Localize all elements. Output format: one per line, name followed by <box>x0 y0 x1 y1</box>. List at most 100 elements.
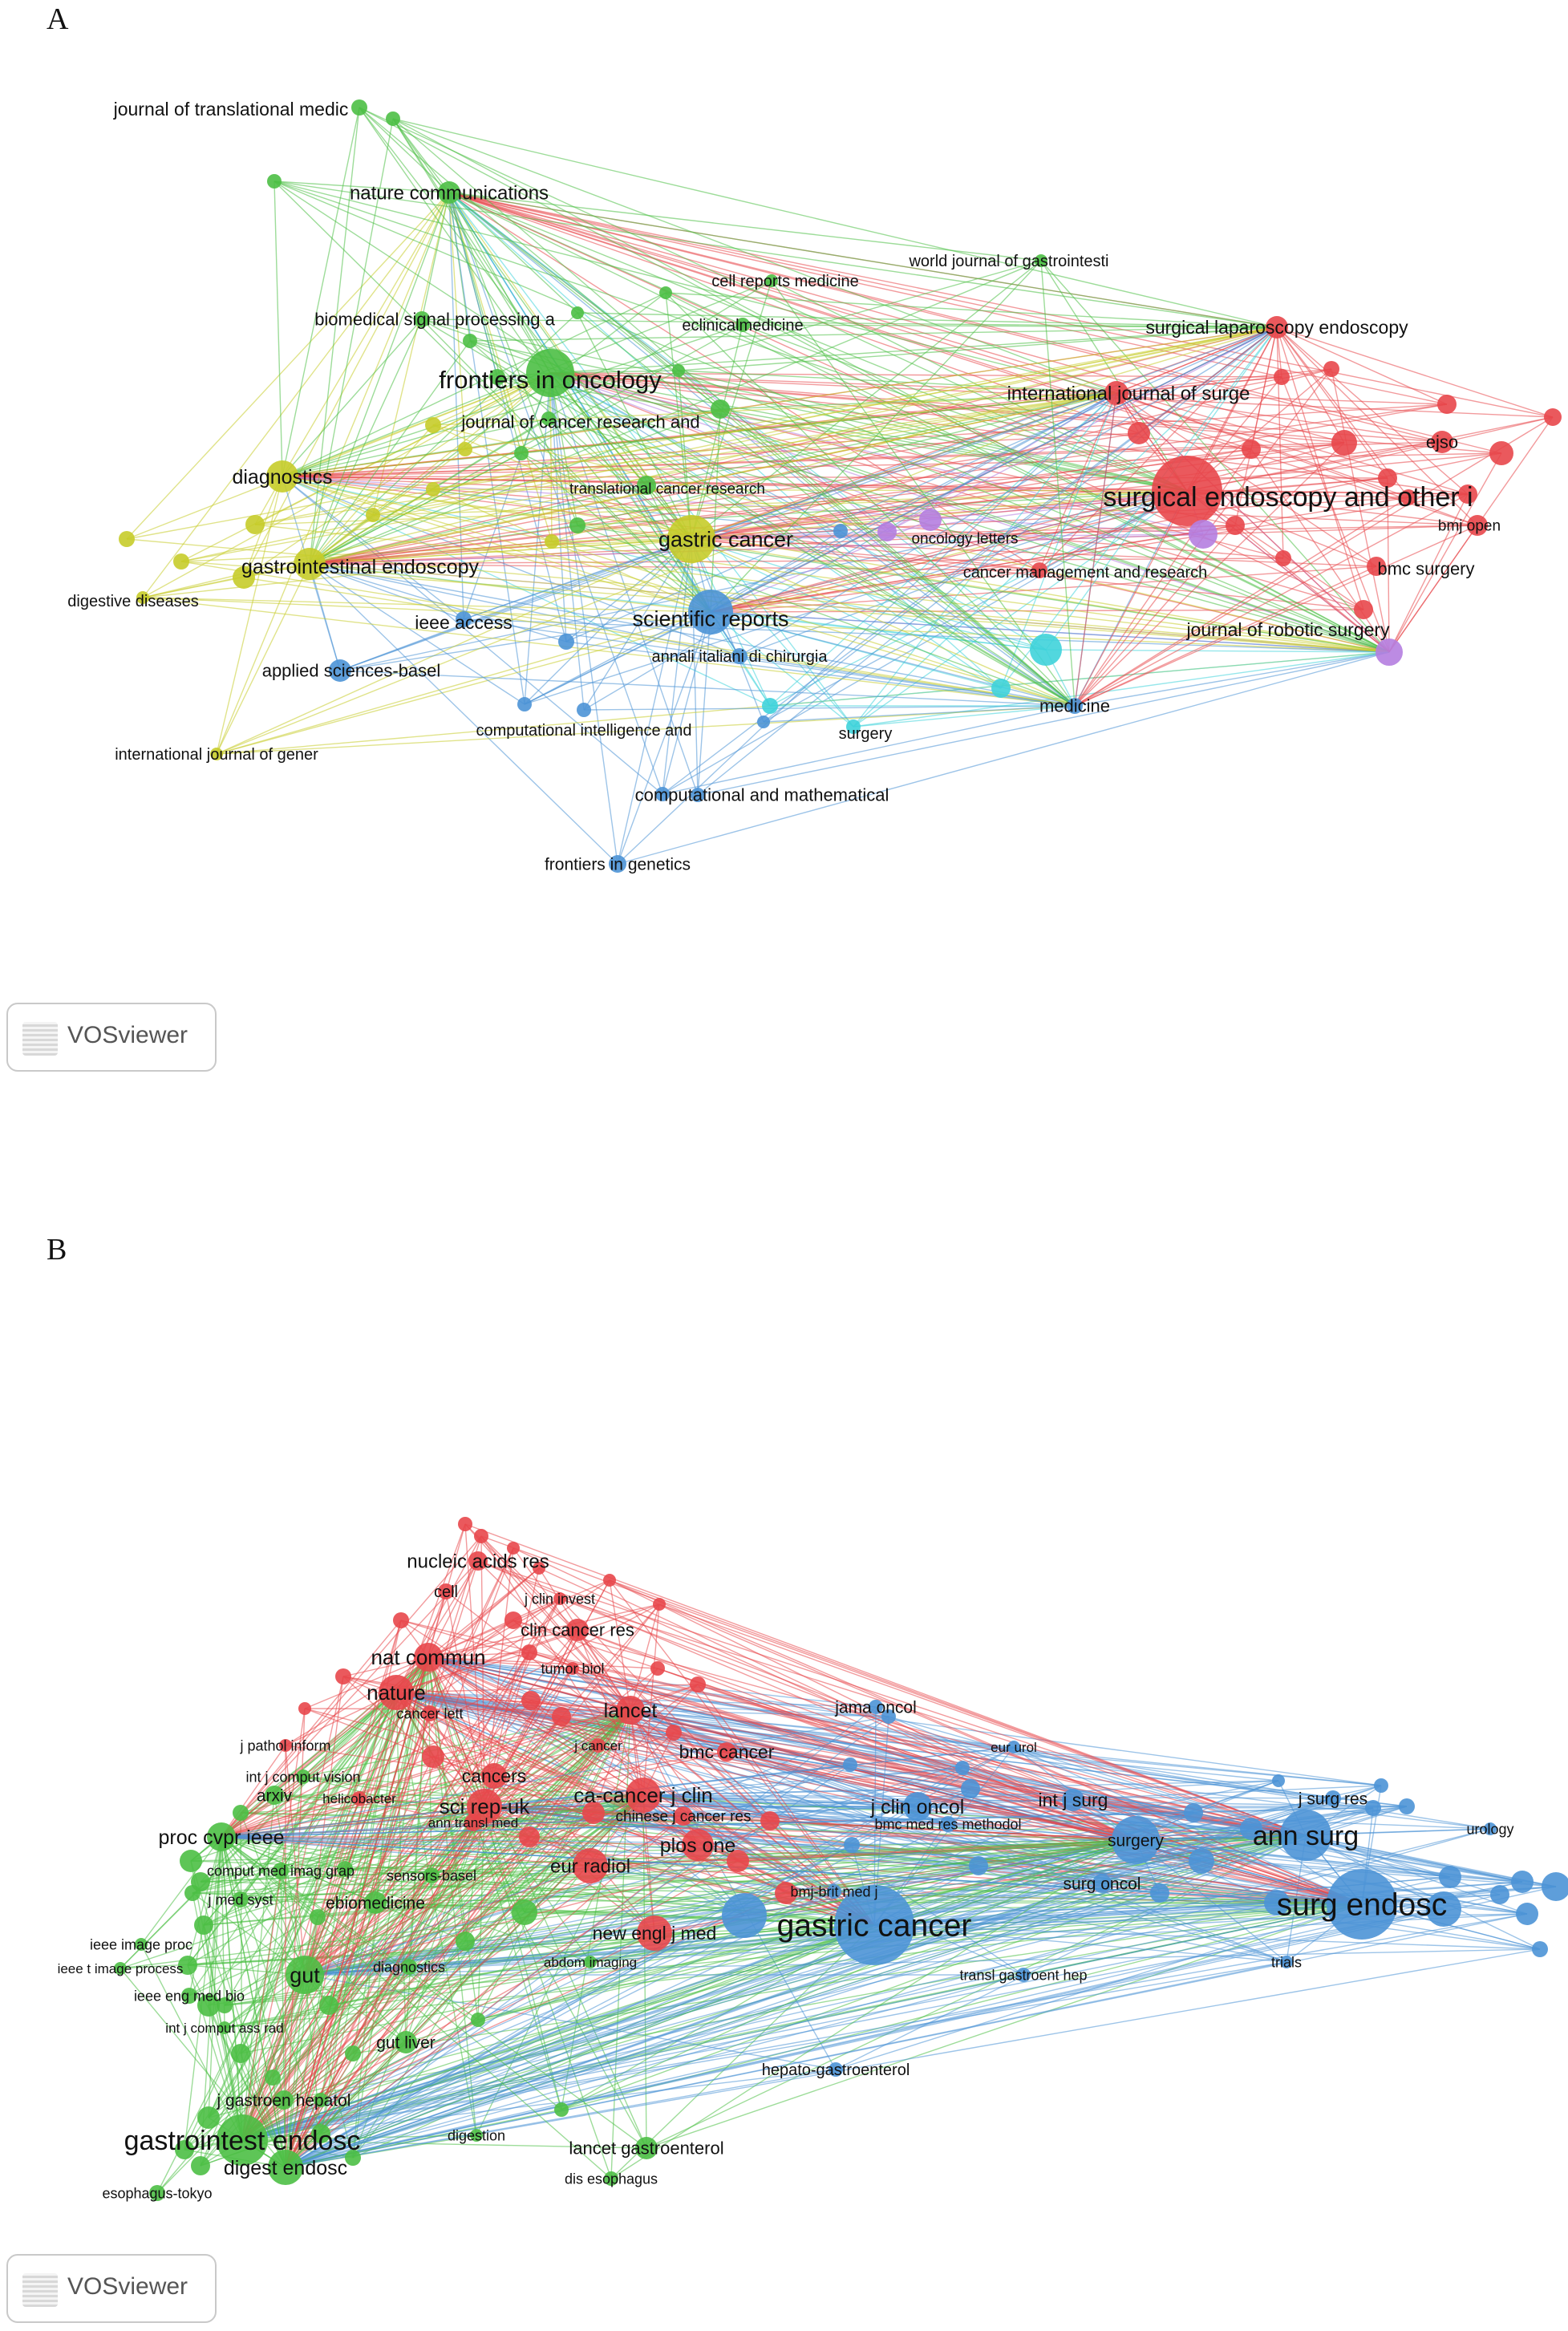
node-label[interactable]: journal of robotic surgery <box>1185 619 1390 640</box>
network-node[interactable] <box>265 2070 281 2086</box>
network-node[interactable] <box>667 515 715 563</box>
network-node[interactable] <box>414 1643 443 1672</box>
network-node[interactable] <box>1266 316 1288 339</box>
network-node[interactable] <box>294 548 326 580</box>
network-node[interactable] <box>1365 1800 1381 1816</box>
node-label[interactable]: j surg res <box>1298 1790 1367 1808</box>
network-node[interactable] <box>526 349 574 397</box>
network-node[interactable] <box>591 1738 606 1753</box>
network-node[interactable] <box>458 1517 472 1531</box>
network-node[interactable] <box>296 1770 310 1784</box>
network-node[interactable] <box>690 1676 706 1693</box>
network-node[interactable] <box>245 515 265 534</box>
node-label[interactable]: dis esophagus <box>565 2171 658 2187</box>
network-node[interactable] <box>464 1814 482 1831</box>
network-node[interactable] <box>659 286 672 299</box>
node-label[interactable]: gastrointestinal endoscopy <box>241 556 480 578</box>
node-label[interactable]: transl gastroent hep <box>959 1967 1087 1983</box>
network-node[interactable] <box>265 1786 284 1805</box>
network-node[interactable] <box>345 2150 361 2166</box>
network-node[interactable] <box>337 1861 353 1877</box>
network-node[interactable] <box>833 524 848 538</box>
network-node[interactable] <box>1490 1885 1509 1904</box>
network-node[interactable] <box>1104 381 1128 405</box>
network-node[interactable] <box>688 590 733 634</box>
network-node[interactable] <box>345 2045 361 2061</box>
node-label[interactable]: biomedical signal processing a <box>314 310 555 330</box>
network-node[interactable] <box>286 1956 324 1994</box>
node-label[interactable]: j med syst <box>207 1891 273 1907</box>
node-label[interactable]: ann transl med <box>428 1815 518 1830</box>
network-node[interactable] <box>666 1725 682 1741</box>
network-node[interactable] <box>566 1619 589 1641</box>
node-label[interactable]: helicobacter <box>322 1791 396 1806</box>
node-label[interactable]: surg oncol <box>1064 1875 1141 1893</box>
node-label[interactable]: eur radiol <box>550 1855 630 1877</box>
node-label[interactable]: ieee eng med bio <box>134 1988 245 2004</box>
network-node[interactable] <box>637 1915 672 1951</box>
node-label[interactable]: cell reports medicine <box>711 273 858 290</box>
network-node[interactable] <box>655 787 670 801</box>
network-node[interactable] <box>1542 1872 1568 1901</box>
network-node[interactable] <box>191 2156 210 2175</box>
network-node[interactable] <box>1092 1874 1112 1893</box>
network-node[interactable] <box>274 2090 294 2110</box>
network-node[interactable] <box>1323 361 1339 377</box>
network-node[interactable] <box>722 1893 767 1938</box>
network-node[interactable] <box>1484 1822 1497 1835</box>
node-label[interactable]: int j comput ass rad <box>165 2021 283 2036</box>
network-node[interactable] <box>881 1709 896 1724</box>
network-node[interactable] <box>1274 369 1290 385</box>
network-node[interactable] <box>609 855 626 873</box>
node-label[interactable]: surgical endoscopy and other i <box>1103 482 1473 513</box>
network-node[interactable] <box>386 111 400 126</box>
network-node[interactable] <box>1272 1774 1285 1787</box>
node-label[interactable]: surgery <box>1108 1831 1165 1850</box>
network-node[interactable] <box>267 174 282 189</box>
node-label[interactable]: j clin oncol <box>870 1796 965 1818</box>
node-label[interactable]: medicine <box>1039 696 1110 716</box>
network-node[interactable] <box>762 698 778 714</box>
network-node[interactable] <box>1030 634 1062 666</box>
node-label[interactable]: computational intelligence and <box>476 722 691 740</box>
network-node[interactable] <box>1511 1871 1534 1893</box>
network-node[interactable] <box>197 2106 220 2129</box>
network-node[interactable] <box>194 1915 213 1935</box>
node-label[interactable]: bmj-brit med j <box>790 1883 877 1899</box>
network-node[interactable] <box>1516 1903 1538 1925</box>
network-node[interactable] <box>1240 1818 1262 1840</box>
network-node[interactable] <box>218 2021 231 2034</box>
network-node[interactable] <box>1325 1790 1341 1806</box>
network-node[interactable] <box>1489 441 1513 465</box>
node-label[interactable]: j cancer <box>573 1738 622 1753</box>
node-label[interactable]: int j surg <box>1039 1790 1108 1810</box>
network-node[interactable] <box>423 1867 440 1883</box>
network-node[interactable] <box>1035 254 1047 267</box>
node-label[interactable]: int j comput vision <box>245 1769 360 1785</box>
network-node[interactable] <box>1399 1798 1415 1814</box>
network-node[interactable] <box>1367 557 1386 576</box>
network-node[interactable] <box>1242 440 1261 459</box>
node-label[interactable]: cell <box>434 1583 458 1601</box>
network-node[interactable] <box>364 1891 387 1914</box>
network-node[interactable] <box>571 306 584 319</box>
network-node[interactable] <box>210 748 223 760</box>
network-node[interactable] <box>471 2013 485 2027</box>
node-label[interactable]: new engl j med <box>593 1923 717 1944</box>
node-label[interactable]: arxiv <box>257 1786 293 1805</box>
network-node[interactable] <box>114 1962 127 1975</box>
network-node[interactable] <box>711 399 730 419</box>
network-node[interactable] <box>184 1885 201 1901</box>
node-label[interactable]: surgical laparoscopy endoscopy <box>1145 317 1408 338</box>
network-node[interactable] <box>1378 468 1397 488</box>
network-node[interactable] <box>1376 638 1403 666</box>
network-node[interactable] <box>869 1700 883 1714</box>
network-node[interactable] <box>463 334 477 348</box>
network-node[interactable] <box>919 509 942 531</box>
network-node[interactable] <box>1437 395 1457 414</box>
network-node[interactable] <box>1189 520 1218 549</box>
node-label[interactable]: lancet <box>604 1700 658 1722</box>
node-label[interactable]: computational and mathematical <box>635 785 889 805</box>
network-node[interactable] <box>1280 1956 1293 1968</box>
network-node[interactable] <box>351 99 367 116</box>
